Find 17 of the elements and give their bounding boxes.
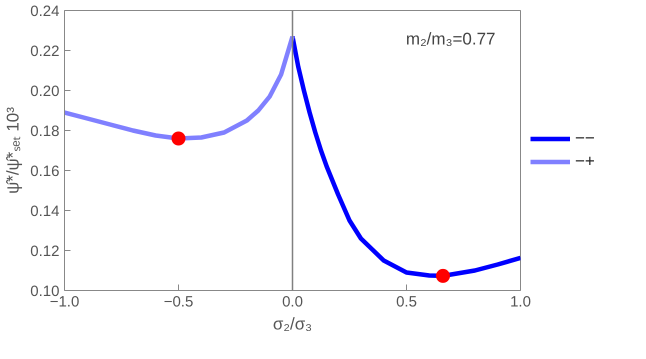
x-axis-title: σ₂/σ₃ bbox=[272, 314, 312, 334]
y-tick-label: 0.16 bbox=[30, 163, 60, 180]
legend-label: −− bbox=[575, 128, 595, 148]
x-tick-label: −0.5 bbox=[164, 294, 194, 310]
y-tick-label: 0.12 bbox=[30, 243, 60, 260]
y-tick-label: 0.10 bbox=[30, 283, 60, 300]
y-tick-label: 0.24 bbox=[30, 3, 60, 20]
y-tick-label: 0.14 bbox=[30, 203, 60, 220]
annotation: m₂/m₃=0.77 bbox=[406, 30, 496, 48]
x-tick-label: 0.0 bbox=[282, 294, 303, 310]
y-axis-title: ψ̂*/ψ̂*ₛₑₜ 10³ bbox=[3, 106, 22, 194]
y-tick-label: 0.22 bbox=[30, 43, 60, 60]
y-tick-label: 0.20 bbox=[30, 83, 60, 100]
x-tick-label: 1.0 bbox=[510, 294, 531, 310]
y-tick-label: 0.18 bbox=[30, 123, 60, 140]
x-tick-label: 0.5 bbox=[396, 294, 417, 310]
legend-label: −+ bbox=[575, 152, 595, 172]
